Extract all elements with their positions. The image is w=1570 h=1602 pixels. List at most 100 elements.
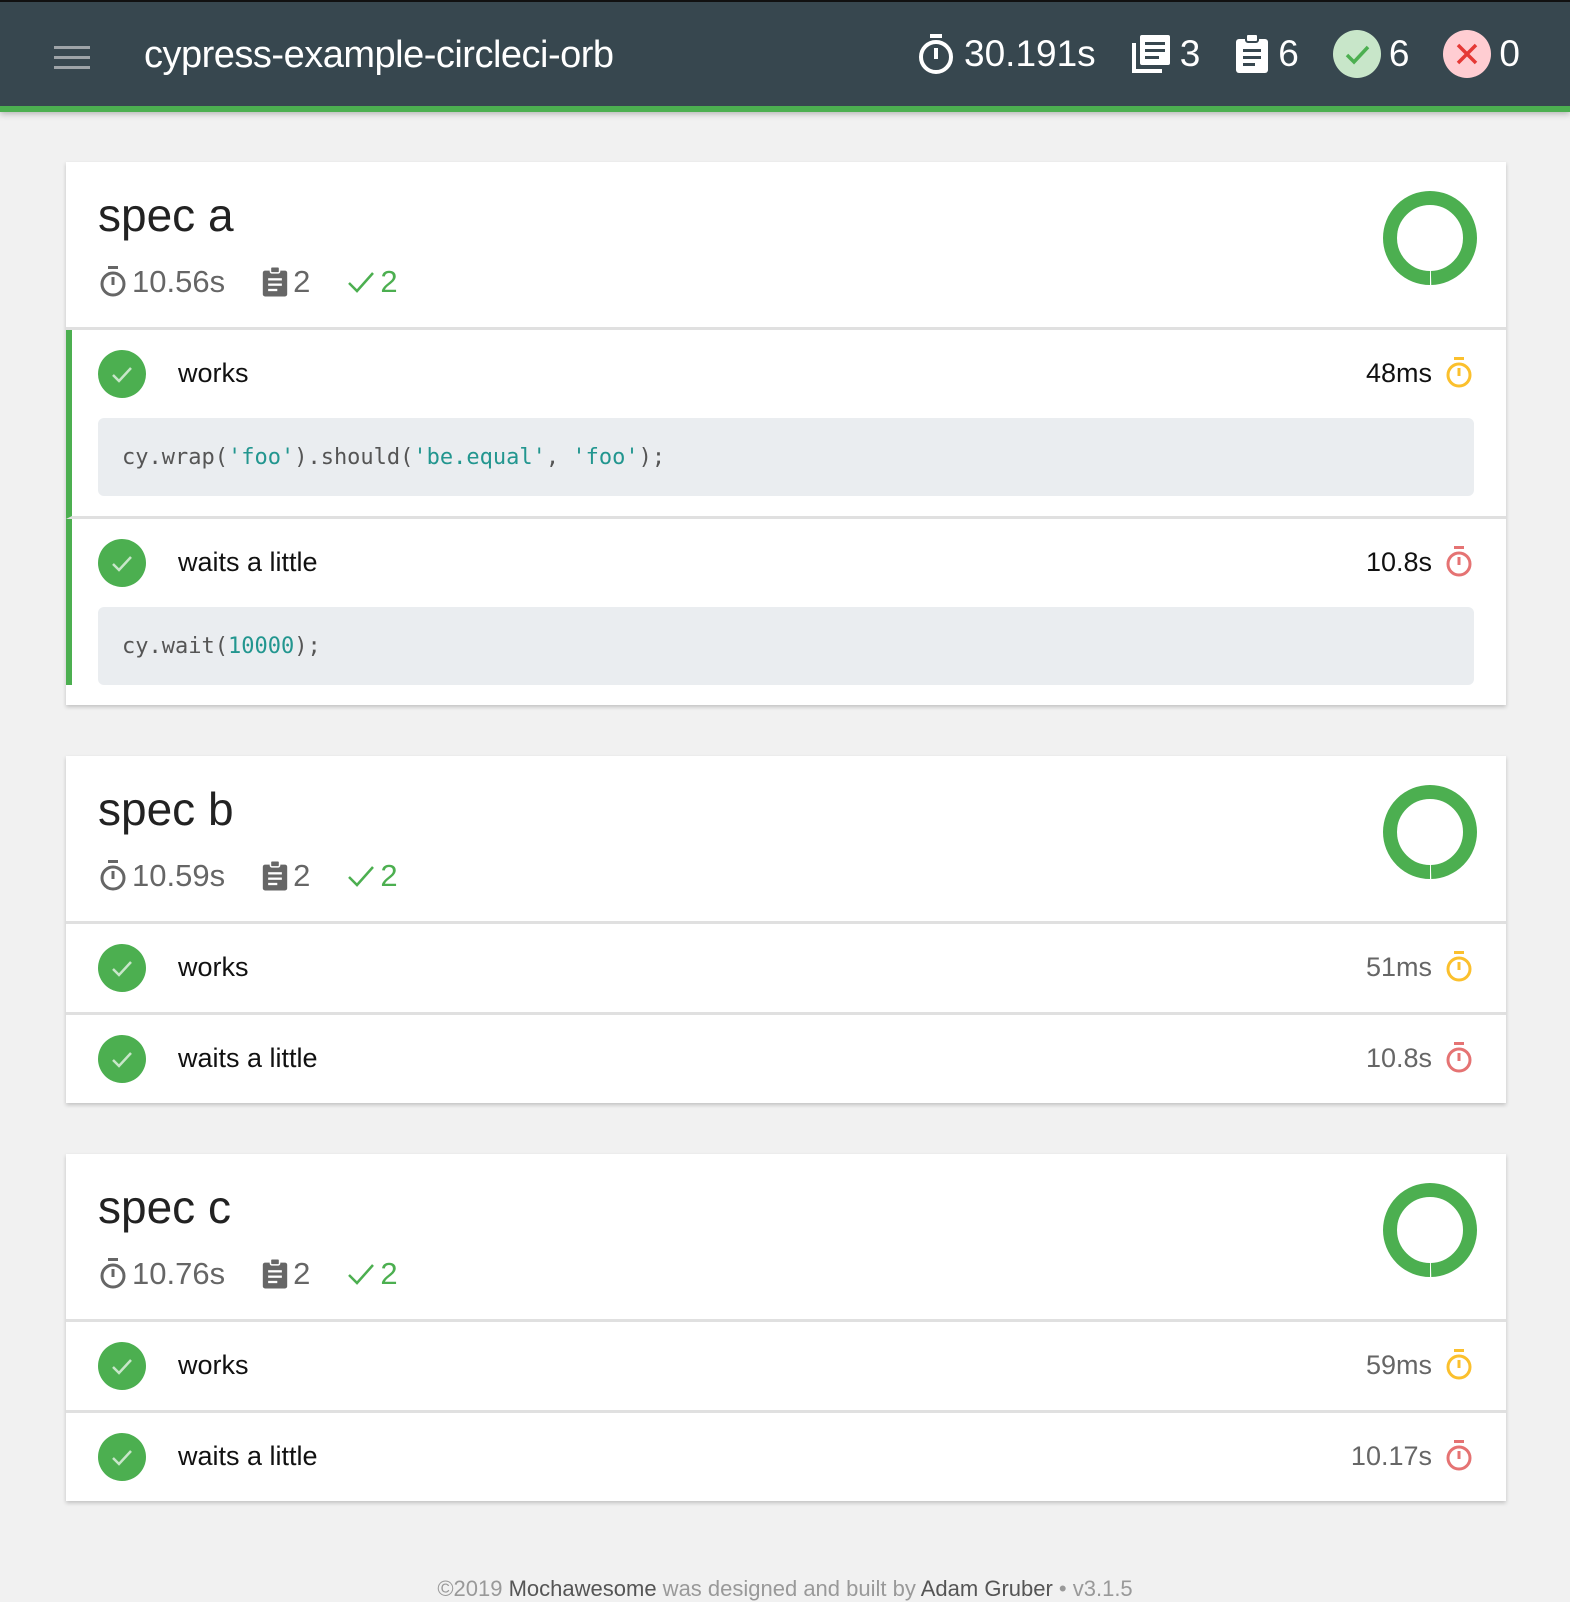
clipboard-icon	[262, 860, 288, 891]
stopwatch-icon	[100, 266, 126, 297]
failures-count: 0	[1499, 33, 1520, 74]
suites-count: 3	[1179, 33, 1201, 74]
test-duration: 10.8s	[1366, 1041, 1474, 1075]
check-icon	[348, 866, 375, 887]
donut-pass-arc	[1383, 785, 1477, 879]
test-code-block: cy.wrap('foo').should('be.equal', 'foo')…	[98, 418, 1474, 496]
test-title: waits a little	[178, 1441, 318, 1471]
suite-meta: 10.59s 2 2	[98, 858, 434, 894]
summary-stats: 30.191s 3 6 6 0	[916, 30, 1520, 78]
test-pass-icon	[98, 350, 146, 398]
suite-duration: 10.76s	[98, 1256, 225, 1292]
suite-passes: 2	[346, 264, 398, 300]
code-token: 'be.equal'	[413, 444, 546, 470]
suite-header: spec a 10.56s 2 2	[66, 162, 1506, 330]
stopwatch-icon	[1446, 357, 1472, 388]
suite-pass-donut-chart	[1383, 1183, 1477, 1277]
suite-tests-count: 2	[293, 1256, 311, 1291]
check-icon	[348, 272, 375, 293]
test-pass-icon	[98, 944, 146, 992]
test-pass-icon	[98, 1035, 146, 1083]
footer: ©2019 Mochawesome was designed and built…	[0, 1576, 1570, 1602]
donut-pass-arc	[1383, 191, 1477, 285]
footer-version: • v3.1.5	[1052, 1576, 1133, 1601]
stopwatch-icon	[1446, 951, 1472, 982]
test-pass-icon	[98, 1342, 146, 1390]
footer-copyright: ©2019	[437, 1576, 503, 1601]
suite-title: spec c	[98, 1181, 231, 1233]
code-token: 'foo'	[227, 444, 295, 470]
suite-tests: 2	[261, 1256, 310, 1292]
test-item[interactable]: works 59ms	[66, 1322, 1506, 1413]
stat-failures[interactable]: 0	[1443, 30, 1520, 78]
suite-tests-count: 2	[293, 264, 311, 299]
test-duration-value: 59ms	[1365, 1349, 1432, 1380]
test-item[interactable]: waits a little 10.8s cy.wait(10000);	[66, 519, 1506, 685]
test-item[interactable]: works 51ms	[66, 924, 1506, 1015]
code-token: 10000	[227, 633, 295, 659]
suite-tests-count: 2	[293, 858, 311, 893]
suite-duration-value: 10.76s	[132, 1256, 226, 1291]
suite-title: spec a	[98, 189, 234, 241]
footer-product-link[interactable]: Mochawesome	[508, 1576, 657, 1601]
suite-passes: 2	[346, 1256, 398, 1292]
test-duration-value: 10.8s	[1365, 1042, 1432, 1073]
stat-duration[interactable]: 30.191s	[916, 32, 1096, 76]
stat-suites[interactable]: 3	[1130, 33, 1201, 75]
code-token: cy.wrap(	[122, 444, 228, 470]
code-token: ).should(	[294, 444, 414, 470]
suite-card: spec a 10.56s 2 2 works 48ms cy.wrap('fo…	[66, 162, 1506, 705]
pass-circle-icon	[1332, 30, 1381, 78]
test-duration-value: 10.17s	[1350, 1440, 1432, 1471]
suite-header: spec c 10.76s 2 2	[66, 1154, 1506, 1322]
suite-passes-count: 2	[380, 264, 398, 299]
stat-tests[interactable]: 6	[1234, 33, 1299, 75]
menu-icon[interactable]	[54, 46, 90, 72]
code-token: cy.wait(	[122, 633, 228, 659]
test-title: works	[178, 952, 249, 982]
stopwatch-icon	[1446, 1349, 1472, 1380]
test-title: waits a little	[178, 547, 318, 577]
stopwatch-icon	[919, 34, 954, 74]
test-duration: 10.8s	[1366, 545, 1474, 579]
code-token: 'foo'	[572, 444, 639, 470]
test-duration-value: 51ms	[1365, 951, 1432, 982]
suite-tests: 2	[261, 858, 310, 894]
test-item[interactable]: works 48ms cy.wrap('foo').should('be.equ…	[66, 330, 1506, 519]
stopwatch-icon	[100, 1258, 126, 1289]
donut-pass-arc	[1383, 1183, 1477, 1277]
test-title: waits a little	[178, 1043, 318, 1073]
code-token: );	[638, 444, 666, 470]
suite-duration-value: 10.56s	[132, 264, 226, 299]
test-title: works	[178, 1350, 249, 1380]
test-item[interactable]: waits a little 10.8s	[66, 1015, 1506, 1103]
suite-passes-count: 2	[380, 858, 398, 893]
suite-passes-count: 2	[380, 1256, 398, 1291]
suite-meta: 10.76s 2 2	[98, 1256, 434, 1292]
passes-count: 6	[1388, 33, 1410, 74]
test-duration-value: 48ms	[1365, 357, 1432, 388]
suite-duration-value: 10.59s	[132, 858, 226, 893]
suite-duration: 10.59s	[98, 858, 225, 894]
clipboard-icon	[262, 266, 288, 297]
test-duration: 10.17s	[1351, 1439, 1474, 1473]
test-pass-icon	[98, 1433, 146, 1481]
fail-circle-icon	[1443, 30, 1492, 78]
test-title: works	[178, 358, 249, 388]
suite-card: spec b 10.59s 2 2 works 51ms waits a lit…	[66, 756, 1506, 1103]
footer-author-link[interactable]: Adam Gruber	[920, 1576, 1053, 1601]
test-item[interactable]: waits a little 10.17s	[66, 1413, 1506, 1501]
clipboard-icon	[1236, 33, 1269, 73]
report-title: cypress-example-circleci-orb	[144, 34, 614, 76]
stopwatch-icon	[1446, 1440, 1472, 1471]
suite-tests: 2	[261, 264, 310, 300]
stat-passes[interactable]: 6	[1332, 30, 1410, 78]
suite-pass-donut-chart	[1383, 191, 1477, 285]
navbar: cypress-example-circleci-orb 30.191s 3 6…	[0, 0, 1570, 112]
footer-text: was designed and built by	[656, 1576, 921, 1601]
suite-meta: 10.56s 2 2	[98, 264, 434, 300]
test-pass-icon	[98, 539, 146, 587]
stopwatch-icon	[1446, 1042, 1472, 1073]
test-code-block: cy.wait(10000);	[98, 607, 1474, 685]
code-token: ,	[545, 444, 573, 470]
